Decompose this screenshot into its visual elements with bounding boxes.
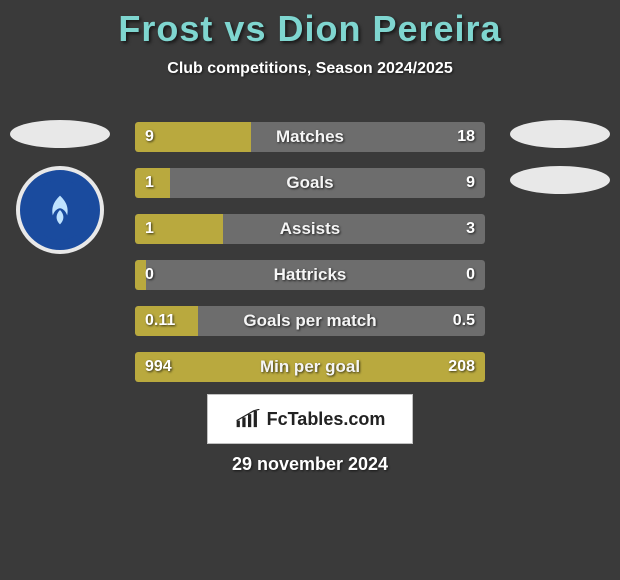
player-photo-placeholder-right-1 <box>510 120 610 148</box>
player-photo-placeholder-left <box>10 120 110 148</box>
left-player-column <box>0 120 120 254</box>
stat-value-right: 18 <box>447 122 485 152</box>
stat-row: 994208Min per goal <box>135 352 485 382</box>
footer-date: 29 november 2024 <box>0 454 620 475</box>
source-brand-box: FcTables.com <box>207 394 413 444</box>
stat-row: 0.110.5Goals per match <box>135 306 485 336</box>
stat-value-right: 3 <box>456 214 485 244</box>
stats-bar-chart: 918Matches19Goals13Assists00Hattricks0.1… <box>135 122 485 398</box>
bar-chart-icon <box>235 409 261 429</box>
club-badge-inner <box>30 180 90 240</box>
stat-value-left: 1 <box>135 168 164 198</box>
player-photo-placeholder-right-2 <box>510 166 610 194</box>
stat-value-right: 0 <box>456 260 485 290</box>
stat-value-right: 0.5 <box>443 306 485 336</box>
phoenix-icon <box>42 192 78 228</box>
stat-row: 00Hattricks <box>135 260 485 290</box>
source-brand-text: FcTables.com <box>267 409 386 430</box>
right-player-column <box>500 120 620 212</box>
comparison-subtitle: Club competitions, Season 2024/2025 <box>0 60 620 78</box>
stat-value-left: 994 <box>135 352 182 382</box>
stat-row: 19Goals <box>135 168 485 198</box>
stat-value-right: 208 <box>438 352 485 382</box>
stat-row: 918Matches <box>135 122 485 152</box>
stat-bar-right-fill <box>135 168 485 198</box>
stat-value-left: 0 <box>135 260 164 290</box>
stat-bar-left-fill <box>135 352 485 382</box>
stat-value-left: 0.11 <box>135 306 185 336</box>
stat-value-left: 9 <box>135 122 164 152</box>
club-badge-left <box>16 166 104 254</box>
stat-bar-right-fill <box>135 260 485 290</box>
stat-value-right: 9 <box>456 168 485 198</box>
comparison-title: Frost vs Dion Pereira <box>0 0 620 50</box>
stat-row: 13Assists <box>135 214 485 244</box>
stat-value-left: 1 <box>135 214 164 244</box>
